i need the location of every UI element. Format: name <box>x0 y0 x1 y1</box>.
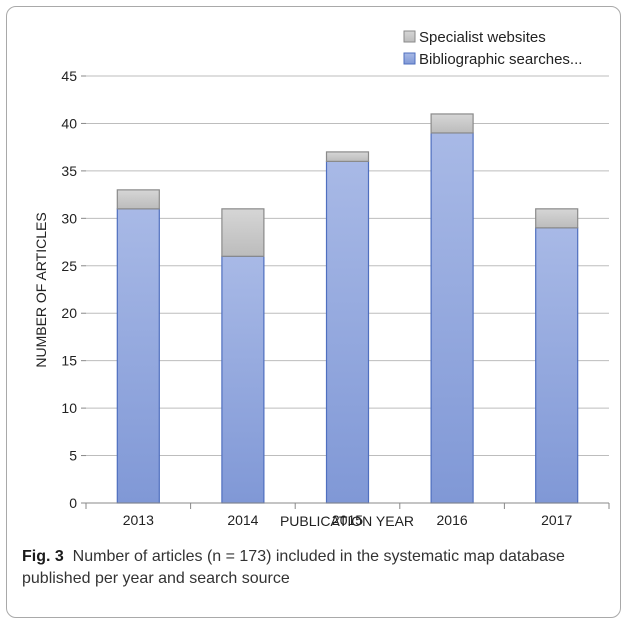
legend-swatch <box>403 30 416 43</box>
legend: Specialist websites Bibliographic searche… <box>403 29 582 68</box>
x-tick-labels: 2013 2014 2015 2016 2017 <box>123 512 573 528</box>
bar-specialist-2016 <box>430 113 474 134</box>
x-tick-label: 2014 <box>227 512 258 528</box>
y-axis-label: NUMBER OF ARTICLES <box>33 212 49 367</box>
bar-bibliographic-2013 <box>116 208 160 504</box>
y-tick-label: 45 <box>61 68 77 84</box>
bar-specialist-2013 <box>116 189 160 210</box>
figure-frame <box>6 6 621 618</box>
bar-bibliographic-2014 <box>221 255 265 504</box>
caption-text: Number of articles (n = 173) included in… <box>22 548 565 587</box>
y-tick-label: 0 <box>69 495 77 511</box>
x-tick-label: 2016 <box>437 512 468 528</box>
y-tick-label: 40 <box>61 115 77 131</box>
legend-swatch <box>403 52 416 65</box>
y-tick-labels: 0 5 10 15 20 25 30 35 40 45 <box>61 68 77 511</box>
figure-label: Fig. 3 <box>22 548 64 565</box>
y-tick-label: 15 <box>61 353 77 369</box>
y-tick-label: 5 <box>69 448 77 464</box>
x-tick-label: 2015 <box>332 512 363 528</box>
bar-specialist-2017 <box>535 208 579 229</box>
y-tick-label: 25 <box>61 258 77 274</box>
y-tick-label: 35 <box>61 163 77 179</box>
bars <box>116 113 579 504</box>
figure-caption: Fig. 3 Number of articles (n = 173) incl… <box>22 546 617 590</box>
axes <box>85 502 610 509</box>
bar-specialist-2014 <box>221 208 265 257</box>
x-tick-label: 2013 <box>123 512 154 528</box>
x-tick-label: 2017 <box>541 512 572 528</box>
bar-specialist-2015 <box>325 151 370 163</box>
y-tick-label: 10 <box>61 400 77 416</box>
legend-label: Specialist websites <box>419 29 546 46</box>
bar-bibliographic-2015 <box>325 160 370 504</box>
y-tick-label: 30 <box>61 210 77 226</box>
bar-bibliographic-2017 <box>535 227 579 504</box>
x-axis-label: PUBLICATION YEAR <box>280 513 414 529</box>
legend-label: Bibliographic searches... <box>419 51 582 68</box>
bar-bibliographic-2016 <box>430 132 474 504</box>
y-tick-label: 20 <box>61 305 77 321</box>
